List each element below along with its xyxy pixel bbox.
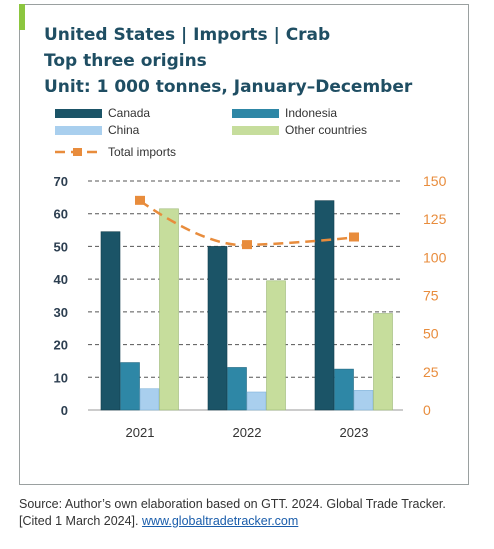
bar-other-countries-2021: [159, 208, 179, 411]
y-right-tick-label: 100: [423, 249, 447, 265]
bar-other-countries-2023: [373, 313, 393, 411]
legend-label-total: Total imports: [108, 145, 176, 159]
y-left-tick-label: 70: [54, 174, 68, 189]
bar-indonesia-2021: [120, 362, 140, 411]
chart-subtitle: Top three origins: [44, 51, 207, 71]
y-left-tick-label: 40: [54, 272, 68, 287]
y-left-tick-label: 50: [54, 239, 68, 254]
bar-china-2023: [353, 390, 374, 411]
y-left-tick-label: 0: [61, 403, 68, 418]
legend-label-2: Indonesia: [285, 106, 337, 120]
source-text: Source: Author’s own elaboration based o…: [19, 497, 446, 528]
chart-title: United States | Imports | Crab: [44, 25, 331, 45]
legend-swatch-1: [55, 109, 102, 118]
y-right-tick-label: 0: [423, 402, 431, 418]
legend-swatch-2: [232, 109, 279, 118]
y-left-tick-label: 20: [54, 338, 68, 353]
bar-other-countries-2022: [266, 280, 286, 411]
y-left-tick-label: 10: [54, 370, 68, 385]
chart-unit: Unit: 1 000 tonnes, January–December: [44, 77, 413, 97]
x-tick-label: 2021: [126, 425, 155, 440]
total-imports-marker-2023: [349, 232, 359, 242]
bar-china-2021: [139, 388, 160, 411]
y-left-tick-label: 60: [54, 207, 68, 222]
bar-canada-2021: [100, 231, 121, 411]
total-imports-marker-2022: [242, 240, 252, 250]
y-right-tick-label: 125: [423, 211, 447, 227]
legend-marker-total: [73, 148, 82, 156]
bar-indonesia-2023: [334, 368, 354, 411]
bar-china-2022: [246, 391, 267, 411]
bar-canada-2023: [314, 200, 335, 411]
y-right-tick-label: 50: [423, 326, 439, 342]
legend-label-1: Canada: [108, 106, 150, 120]
y-right-tick-label: 75: [423, 288, 439, 304]
bar-indonesia-2022: [227, 367, 247, 411]
x-tick-label: 2023: [340, 425, 369, 440]
y-left-tick-label: 30: [54, 305, 68, 320]
legend-label-4: Other countries: [285, 123, 367, 137]
x-tick-label: 2022: [233, 425, 262, 440]
legend-swatch-4: [232, 126, 279, 135]
source-link[interactable]: www.globaltradetracker.com: [141, 514, 299, 528]
y-right-tick-label: 150: [423, 173, 447, 189]
bar-canada-2022: [207, 246, 228, 411]
source-note: Source: Author’s own elaboration based o…: [19, 496, 479, 530]
legend-swatch-3: [55, 126, 102, 135]
total-imports-marker-2021: [135, 195, 145, 205]
legend-label-3: China: [108, 123, 140, 137]
y-right-tick-label: 25: [423, 364, 439, 380]
accent-bar: [19, 4, 25, 30]
